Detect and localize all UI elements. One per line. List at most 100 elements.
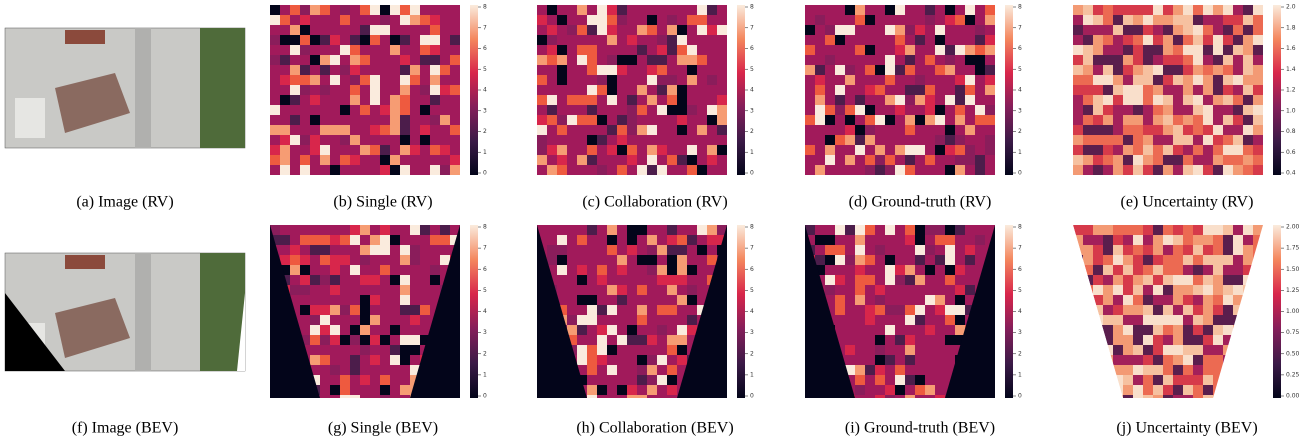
heatmap-cell — [1123, 335, 1133, 345]
heatmap-cell — [905, 105, 915, 115]
heatmap-cell — [390, 315, 400, 325]
heatmap-cell — [567, 15, 577, 25]
heatmap-cell — [835, 35, 845, 45]
heatmap-cell — [380, 65, 390, 75]
heatmap-cell — [380, 85, 390, 95]
heatmap-cell — [835, 85, 845, 95]
heatmap-cell — [1173, 375, 1183, 385]
heatmap-cell — [875, 95, 885, 105]
heatmap-cell — [667, 155, 677, 165]
heatmap-cell — [1213, 35, 1223, 45]
heatmap-cell — [667, 125, 677, 135]
heatmap-cell — [290, 295, 300, 305]
heatmap-cell — [1153, 385, 1163, 395]
heatmap-cell — [1183, 375, 1193, 385]
heatmap-cell — [390, 25, 400, 35]
heatmap-cell — [925, 65, 935, 75]
heatmap-cell — [587, 5, 597, 15]
heatmap-cell — [310, 275, 320, 285]
heatmap-cell — [607, 395, 617, 398]
heatmap-cell — [815, 5, 825, 15]
heatmap-cell — [617, 265, 627, 275]
heatmap-cell — [1223, 245, 1233, 255]
heatmap-cell — [350, 375, 360, 385]
heatmap-cell — [430, 265, 440, 275]
heatmap-cell — [450, 25, 460, 35]
heatmap-cell — [1213, 125, 1223, 135]
heatmap-cell — [597, 295, 607, 305]
heatmap-cell — [617, 85, 627, 95]
heatmap-cell — [430, 225, 440, 235]
heatmap-cell — [985, 135, 995, 145]
heatmap-cell — [280, 255, 290, 265]
heatmap-cell — [350, 275, 360, 285]
heatmap-cell — [895, 125, 905, 135]
trees — [200, 28, 245, 148]
heatmap-cell — [270, 55, 280, 65]
heatmap-cell — [1163, 125, 1173, 135]
heatmap-cell — [597, 85, 607, 95]
heatmap-cell — [1133, 315, 1143, 325]
road — [135, 253, 151, 371]
heatmap-cell — [955, 75, 965, 85]
colorbar-tick-label: 3 — [483, 329, 487, 336]
colorbar-tick-label: 0 — [750, 393, 754, 400]
heatmap-cell — [290, 85, 300, 95]
heatmap-cell — [1213, 65, 1223, 75]
heatmap-cell — [557, 125, 567, 135]
heatmap-cell — [1153, 145, 1163, 155]
heatmap-cell — [845, 355, 855, 365]
heatmap-cell — [380, 345, 390, 355]
heatmap-cell — [985, 225, 995, 235]
heatmap-cell — [587, 65, 597, 75]
heatmap-cell — [677, 145, 687, 155]
heatmap-cell — [925, 75, 935, 85]
heatmap-cell — [935, 145, 945, 155]
heatmap-cell — [905, 35, 915, 45]
heatmap-cell — [577, 375, 587, 385]
heatmap-cell — [1103, 305, 1113, 315]
colorbar-tick-label: 8 — [750, 224, 754, 231]
heatmap-cell — [845, 95, 855, 105]
heatmap-cell — [707, 155, 717, 165]
heatmap-cell — [945, 165, 955, 175]
colorbar-tick-label: 6 — [1018, 266, 1022, 273]
heatmap-cell — [1223, 105, 1233, 115]
heatmap-cell — [1243, 165, 1253, 175]
heatmap-cell — [875, 355, 885, 365]
heatmap-cell — [925, 85, 935, 95]
heatmap-cell — [1183, 365, 1193, 375]
heatmap-cell — [805, 235, 815, 245]
heatmap-cell — [1173, 85, 1183, 95]
heatmap-cell — [885, 345, 895, 355]
heatmap-cell — [1243, 25, 1253, 35]
heatmap-cell — [825, 15, 835, 25]
heatmap-cell — [965, 55, 975, 65]
heatmap-cell — [400, 335, 410, 345]
heatmap-cell — [1203, 25, 1213, 35]
heatmap-cell — [420, 335, 430, 345]
heatmap-cell — [410, 65, 420, 75]
heatmap-cell — [370, 165, 380, 175]
colorbar-tick-label: 2 — [750, 350, 754, 357]
heatmap-cell — [677, 15, 687, 25]
heatmap-cell — [1193, 375, 1203, 385]
heatmap-cell — [607, 245, 617, 255]
heatmap-cell — [835, 335, 845, 345]
heatmap-cell — [360, 305, 370, 315]
heatmap-cell — [360, 235, 370, 245]
heatmap-cell — [815, 45, 825, 55]
heatmap-cell — [557, 255, 567, 265]
heatmap-cell — [885, 355, 895, 365]
heatmap-cell — [1113, 275, 1123, 285]
heatmap-cell — [450, 65, 460, 75]
heatmap-cell — [905, 165, 915, 175]
heatmap-cell — [380, 225, 390, 235]
heatmap-cell — [1163, 305, 1173, 315]
heatmap-cell — [1153, 25, 1163, 35]
heatmap-cell — [1073, 5, 1083, 15]
heatmap-cell — [440, 125, 450, 135]
heatmap-cell — [1173, 55, 1183, 65]
heatmap-cell — [1143, 145, 1153, 155]
heatmap-cell — [1193, 135, 1203, 145]
